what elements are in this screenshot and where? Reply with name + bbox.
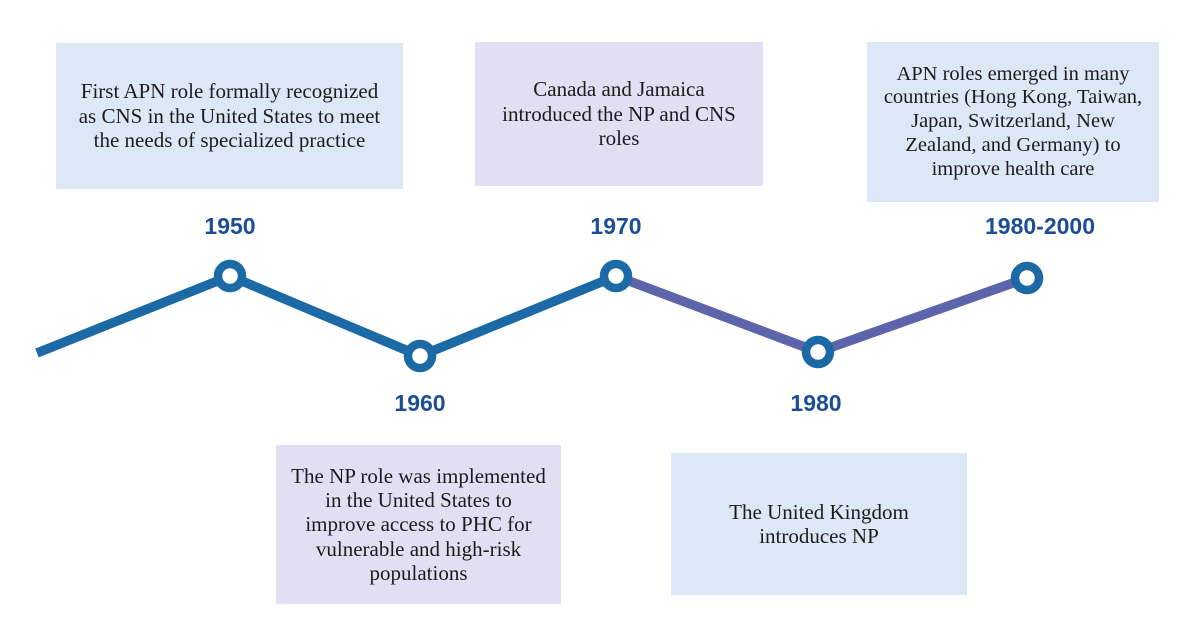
- event-description-1980: The United Kingdom introduces NP: [729, 499, 909, 548]
- event-description-1960: The NP role was implemented in the Unite…: [291, 463, 546, 586]
- timeline-node-1950: [213, 259, 247, 293]
- event-box-1970: Canada and Jamaica introduced the NP and…: [475, 42, 763, 186]
- year-label-1950: 1950: [204, 213, 256, 239]
- event-box-1980: The United Kingdom introduces NP: [671, 453, 967, 595]
- timeline-segment-blue: [35, 271, 618, 361]
- year-label-1970: 1970: [590, 213, 642, 239]
- event-box-1950: First APN role formally recognized as CN…: [56, 43, 403, 189]
- event-description-1980-2000: APN roles emerged in many countries (Hon…: [883, 62, 1143, 180]
- year-label-1980-2000: 1980-2000: [985, 213, 1095, 239]
- event-description-1970: Canada and Jamaica introduced the NP and…: [502, 77, 736, 151]
- timeline-node-1960: [403, 339, 437, 373]
- year-label-1980: 1980: [790, 390, 842, 416]
- timeline-node-1980-2000: [1010, 261, 1044, 295]
- timeline-node-1980: [801, 335, 835, 369]
- event-box-1980-2000: APN roles emerged in many countries (Hon…: [867, 42, 1159, 202]
- event-box-1960: The NP role was implemented in the Unite…: [276, 445, 561, 604]
- timeline-node-1970: [599, 259, 633, 293]
- event-description-1950: First APN role formally recognized as CN…: [78, 79, 381, 153]
- year-label-1960: 1960: [394, 390, 446, 416]
